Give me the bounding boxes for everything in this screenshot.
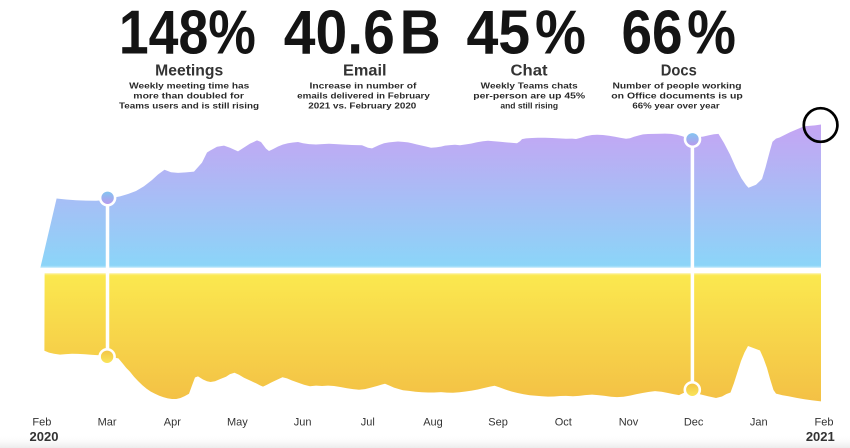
svg-text:Weekly meeting time has: Weekly meeting time has [129,81,250,91]
svg-text:Chat: Chat [511,62,548,79]
svg-text:Increase in number of: Increase in number of [310,81,417,91]
svg-text:Jun: Jun [294,416,312,428]
svg-text:40.6 B: 40.6 B [284,0,441,68]
svg-text:Teams users and is still risin: Teams users and is still rising [119,100,259,110]
svg-text:Email: Email [343,62,387,79]
svg-text:Weekly Teams chats: Weekly Teams chats [481,81,578,91]
svg-text:Feb: Feb [32,416,51,428]
svg-text:Feb: Feb [815,416,834,428]
svg-text:Sep: Sep [488,416,508,428]
svg-text:on Office documents is up: on Office documents is up [611,91,743,101]
svg-text:Number of people working: Number of people working [613,81,742,91]
svg-text:Meetings: Meetings [155,62,223,79]
svg-text:Apr: Apr [164,416,181,428]
svg-text:2020: 2020 [30,429,59,444]
svg-text:Jan: Jan [750,416,768,428]
svg-text:and still rising: and still rising [500,100,558,110]
svg-text:66% year over year: 66% year over year [632,100,720,110]
svg-text:Nov: Nov [619,416,639,428]
svg-text:more than doubled for: more than doubled for [133,91,244,101]
svg-text:Jul: Jul [361,416,375,428]
svg-text:2021 vs. February 2020: 2021 vs. February 2020 [308,100,416,110]
svg-text:66 %: 66 % [621,0,736,68]
svg-text:148%: 148% [119,0,256,68]
svg-text:45 %: 45 % [466,0,586,68]
svg-text:Mar: Mar [98,416,117,428]
svg-text:emails delivered in February: emails delivered in February [297,91,430,101]
svg-text:Dec: Dec [684,416,704,428]
svg-text:per-person are up 45%: per-person are up 45% [473,91,585,101]
svg-text:2021: 2021 [806,429,835,444]
svg-text:Aug: Aug [423,416,443,428]
svg-text:Oct: Oct [555,416,572,428]
svg-text:Docs: Docs [661,62,697,79]
svg-text:May: May [227,416,248,428]
